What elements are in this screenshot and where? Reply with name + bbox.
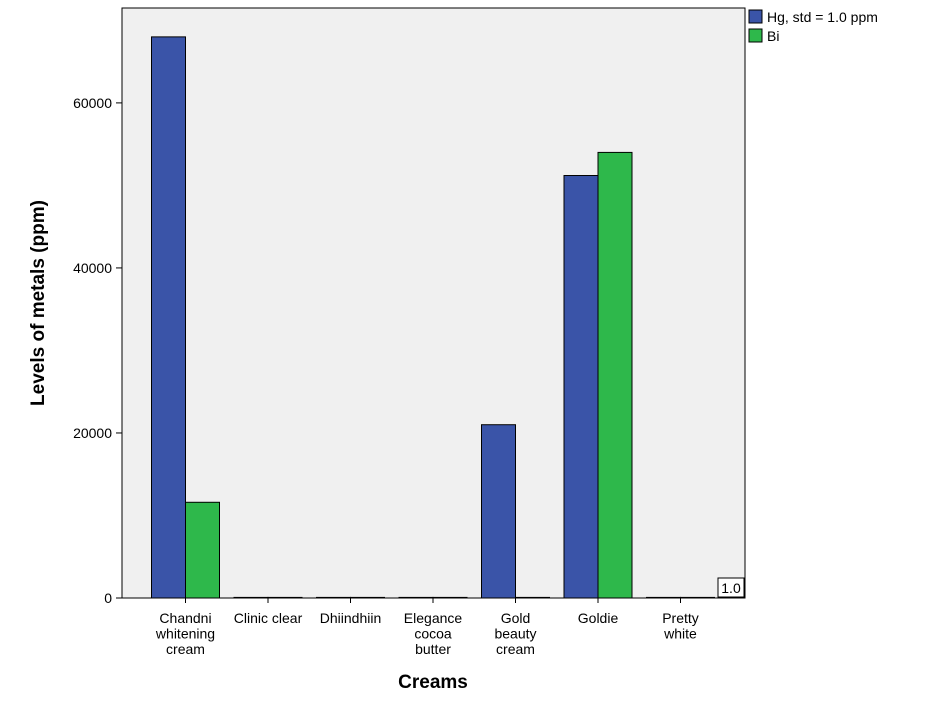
legend-label: Bi [767,28,779,44]
bars [151,36,715,603]
y-axis-title: Levels of metals (ppm) [28,200,49,406]
bar-hg [233,596,269,599]
bar-hg [316,596,351,599]
bar-hg [646,596,681,599]
legend-swatch [748,9,763,24]
bar-bi [350,596,385,599]
bar-bi [432,596,468,599]
bar-bi [597,151,633,599]
x-tick-label: Chandni whitening cream [155,610,215,657]
bar-hg [398,596,434,599]
bar-bi [680,596,715,599]
x-tick-label: Dhiindhiin [320,610,381,626]
x-axis-title: Creams [398,672,468,693]
y-tick-label: 60000 [73,95,112,111]
legend: Hg, std = 1.0 ppm Bi [748,9,878,44]
x-tick-label: Pretty white [662,610,699,642]
x-axis-category-labels: Chandni whitening cream Clinic clear Dhiindh… [155,610,699,657]
bar-hg [563,175,599,599]
x-tick-label: Elegance cocoa butter [404,610,463,657]
bar-hg [481,424,516,599]
x-tick-label: Clinic clear [234,610,303,626]
y-tick-label: 40000 [73,260,112,276]
y-axis: 0 20000 40000 60000 [73,95,122,606]
y-tick-label: 20000 [73,425,112,441]
bar-bi [185,501,220,599]
x-tick-label: Gold beauty cream [494,610,536,657]
x-tick-label: Goldie [578,610,619,626]
bar-bi [267,596,303,599]
legend-swatch [748,28,763,43]
annotation-box: 1.0 [717,577,745,598]
bar-bi [515,596,550,599]
y-tick-label: 0 [104,590,112,606]
plot-area [121,7,746,599]
legend-label: Hg, std = 1.0 ppm [767,9,878,25]
bar-hg [151,36,186,599]
annotation-text: 1.0 [721,580,741,596]
